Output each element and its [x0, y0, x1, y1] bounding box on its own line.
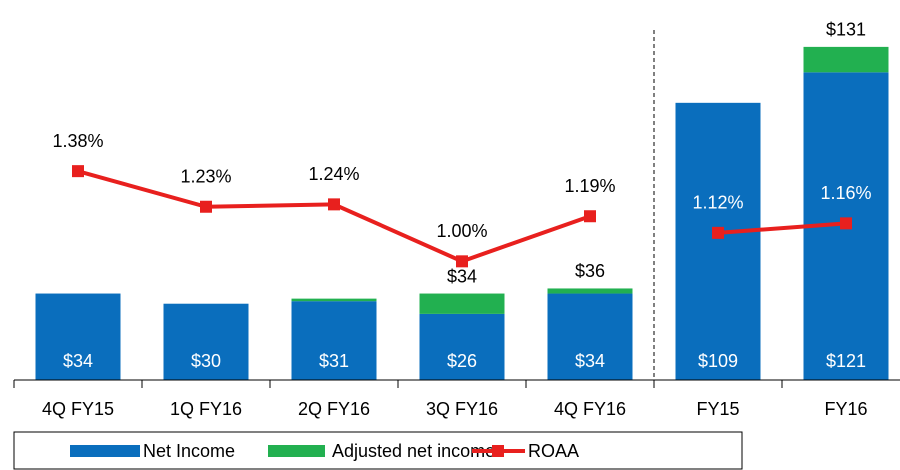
roaa-value-label: 1.38% — [52, 131, 103, 151]
bar-value-label: $109 — [698, 351, 738, 371]
x-tick-label: 4Q FY15 — [42, 399, 114, 419]
bar — [419, 313, 505, 380]
bar-value-label: $30 — [191, 351, 221, 371]
bar — [163, 303, 249, 380]
roaa-value-label: 1.16% — [820, 183, 871, 203]
legend-swatch — [268, 445, 325, 457]
bar — [803, 46, 889, 73]
roaa-value-label: 1.23% — [180, 166, 231, 186]
legend-marker — [492, 445, 504, 457]
roaa-marker — [72, 165, 84, 178]
roaa-line — [77, 169, 591, 264]
roaa-marker — [200, 200, 212, 213]
roaa-marker — [712, 226, 724, 239]
bar-value-label: $34 — [575, 351, 605, 371]
bar — [291, 301, 377, 380]
x-tick-label: 4Q FY16 — [554, 399, 626, 419]
roaa-value-label: 1.24% — [308, 164, 359, 184]
legend-label: Net Income — [143, 441, 235, 461]
bar — [675, 102, 761, 380]
bar-value-label: $31 — [319, 351, 349, 371]
roaa-value-label: 1.12% — [692, 193, 743, 213]
total-label: $36 — [575, 261, 605, 281]
roaa-line — [717, 221, 847, 235]
legend-swatch — [70, 445, 140, 457]
x-tick-label: FY16 — [824, 399, 867, 419]
bar — [547, 293, 633, 380]
bar-value-label: $34 — [63, 351, 93, 371]
bar-value-label: $121 — [826, 351, 866, 371]
roaa-marker — [840, 217, 852, 230]
bar — [35, 293, 121, 380]
total-label: $131 — [826, 20, 866, 40]
total-label: $34 — [447, 266, 477, 286]
x-tick-label: 3Q FY16 — [426, 399, 498, 419]
bar-value-label: $26 — [447, 351, 477, 371]
roaa-marker — [328, 198, 340, 211]
bar — [291, 298, 377, 302]
x-tick-label: 1Q FY16 — [170, 399, 242, 419]
roaa-marker — [584, 210, 596, 223]
legend-label: ROAA — [528, 441, 579, 461]
bar — [419, 293, 505, 314]
x-tick-label: 2Q FY16 — [298, 399, 370, 419]
x-tick-label: FY15 — [696, 399, 739, 419]
legend-label: Adjusted net income — [332, 441, 495, 461]
roaa-marker — [456, 255, 468, 268]
bar — [547, 288, 633, 294]
roaa-value-label: 1.00% — [436, 221, 487, 241]
roaa-value-label: 1.19% — [564, 176, 615, 196]
